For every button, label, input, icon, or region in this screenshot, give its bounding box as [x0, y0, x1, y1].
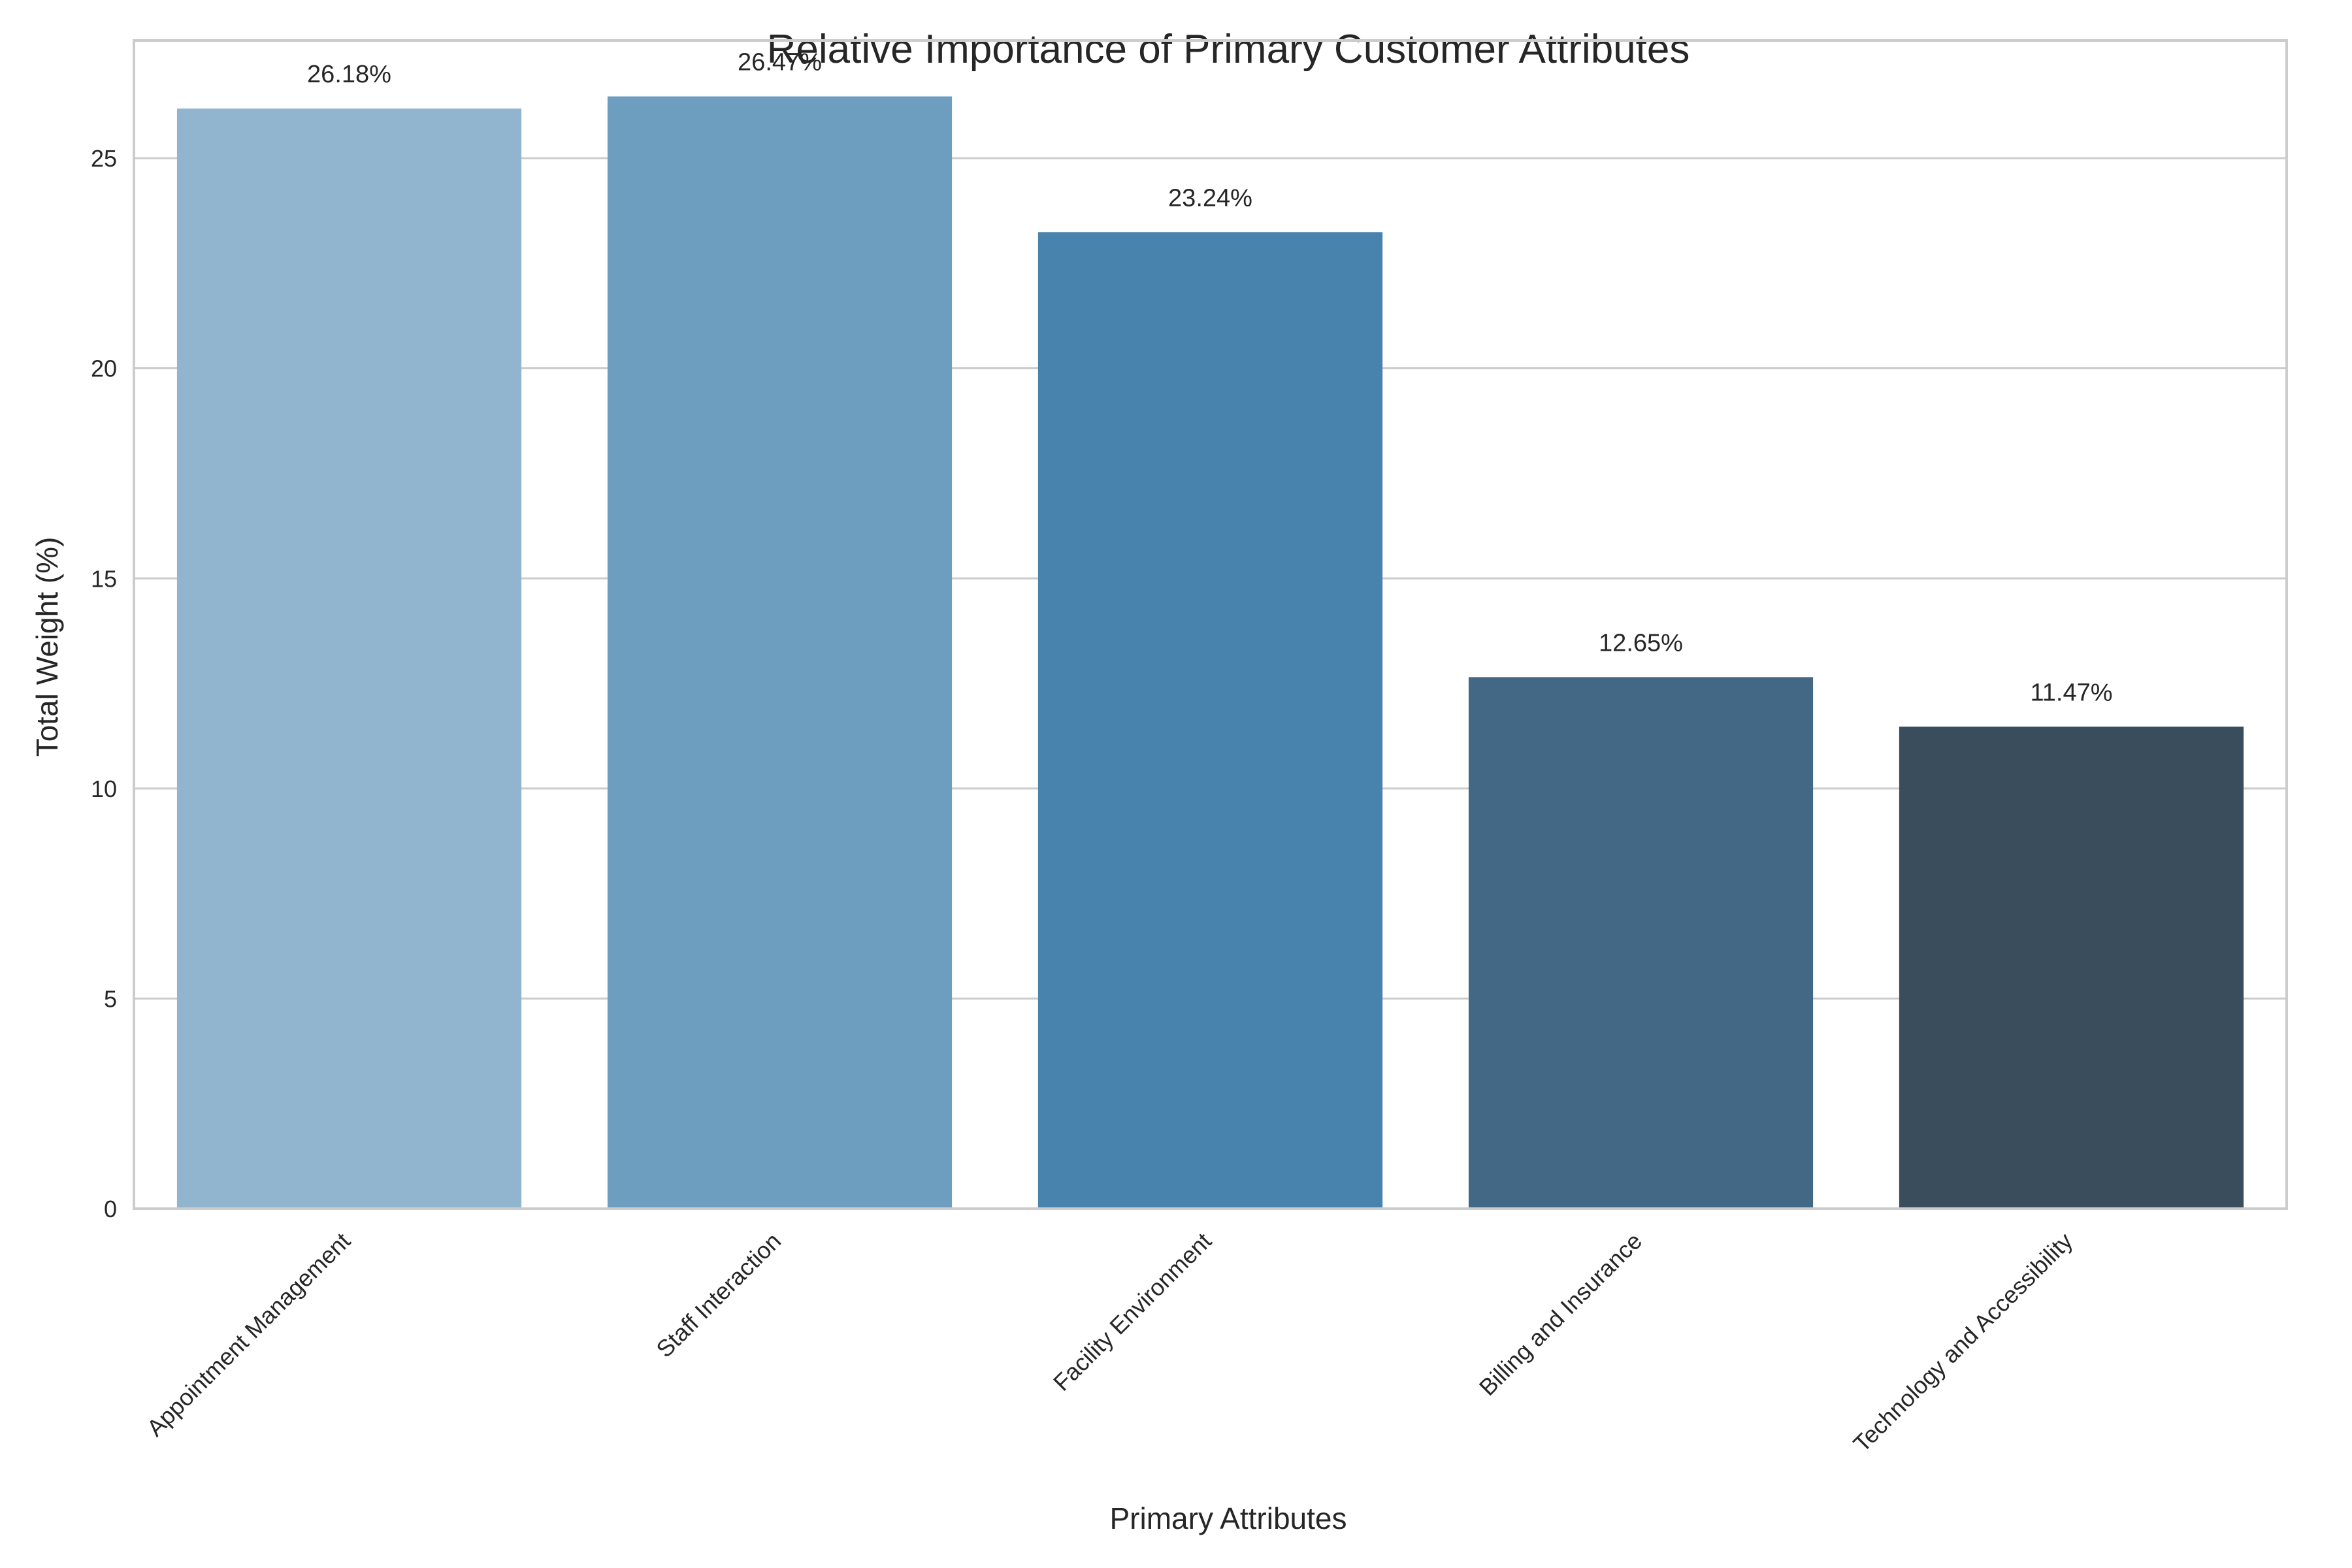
bar-value-label: 26.18% — [307, 61, 391, 88]
bar-0 — [176, 108, 522, 1209]
data-labels: 26.18% 26.47% 23.24% 12.65% 11.47% — [307, 49, 2112, 707]
bar-value-label: 23.24% — [1168, 184, 1252, 212]
y-tick-label: 5 — [104, 985, 117, 1012]
y-tick-label: 10 — [91, 776, 117, 802]
bar-3 — [1468, 677, 1814, 1209]
y-axis-label: Total Weight (%) — [30, 537, 64, 757]
plot-frame — [133, 39, 2288, 1210]
y-tick-label: 15 — [91, 565, 117, 592]
bar-value-label: 12.65% — [1599, 629, 1683, 657]
bar-value-label: 11.47% — [2030, 679, 2112, 706]
x-axis-label: Primary Attributes — [1110, 1501, 1347, 1535]
bar-2 — [1037, 232, 1383, 1209]
bar-4 — [1899, 727, 2244, 1209]
y-tick-label: 0 — [104, 1196, 117, 1222]
y-tick-label: 25 — [91, 145, 117, 172]
bar-1 — [607, 96, 953, 1209]
y-axis-ticks: 0 5 10 15 20 25 — [91, 145, 117, 1222]
bar-value-label: 26.47% — [738, 49, 822, 76]
y-tick-label: 20 — [91, 355, 117, 382]
bars — [176, 96, 2244, 1209]
chart-title: Relative Importance of Primary Customer … — [767, 27, 1690, 72]
